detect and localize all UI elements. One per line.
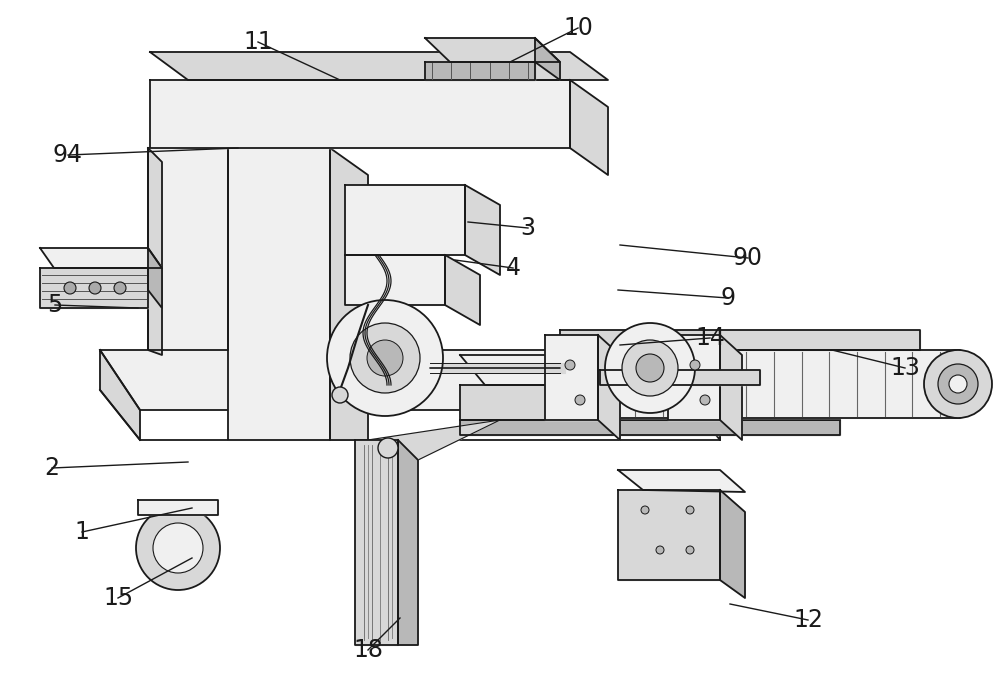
- Polygon shape: [40, 268, 148, 308]
- Text: 18: 18: [353, 638, 383, 662]
- Polygon shape: [545, 335, 598, 420]
- Polygon shape: [618, 470, 745, 492]
- Text: 3: 3: [520, 216, 536, 240]
- Circle shape: [924, 350, 992, 418]
- Polygon shape: [368, 420, 500, 460]
- Text: 94: 94: [53, 143, 83, 167]
- Polygon shape: [445, 255, 480, 325]
- Circle shape: [64, 282, 76, 294]
- Circle shape: [949, 375, 967, 393]
- Text: 90: 90: [733, 246, 763, 270]
- Circle shape: [350, 323, 420, 393]
- Circle shape: [378, 438, 398, 458]
- Circle shape: [605, 323, 695, 413]
- Circle shape: [89, 282, 101, 294]
- Text: 1: 1: [75, 520, 89, 544]
- Text: 14: 14: [695, 326, 725, 350]
- Polygon shape: [680, 350, 720, 440]
- Circle shape: [636, 354, 664, 382]
- Text: 15: 15: [103, 586, 133, 610]
- Polygon shape: [570, 80, 608, 175]
- Polygon shape: [345, 255, 445, 305]
- Text: 5: 5: [47, 293, 63, 317]
- Polygon shape: [148, 248, 162, 308]
- Polygon shape: [560, 350, 960, 418]
- Polygon shape: [330, 148, 368, 440]
- Polygon shape: [618, 490, 720, 580]
- Circle shape: [690, 360, 700, 370]
- Polygon shape: [460, 420, 840, 435]
- Polygon shape: [100, 350, 720, 410]
- Polygon shape: [150, 80, 570, 148]
- Circle shape: [153, 523, 203, 573]
- Polygon shape: [138, 500, 218, 515]
- Circle shape: [332, 387, 348, 403]
- Polygon shape: [425, 62, 535, 80]
- Circle shape: [686, 506, 694, 514]
- Circle shape: [656, 546, 664, 554]
- Polygon shape: [228, 148, 330, 440]
- Circle shape: [622, 340, 678, 396]
- Polygon shape: [668, 335, 720, 420]
- Circle shape: [641, 506, 649, 514]
- Polygon shape: [40, 248, 162, 268]
- Polygon shape: [560, 330, 920, 350]
- Text: 2: 2: [44, 456, 60, 480]
- Circle shape: [700, 395, 710, 405]
- Polygon shape: [600, 370, 760, 385]
- Text: 11: 11: [243, 30, 273, 54]
- Text: 9: 9: [720, 286, 736, 310]
- Text: 10: 10: [563, 16, 593, 40]
- Polygon shape: [465, 185, 500, 275]
- Polygon shape: [720, 335, 742, 440]
- Polygon shape: [460, 385, 840, 420]
- Polygon shape: [425, 38, 560, 62]
- Circle shape: [327, 300, 443, 416]
- Text: 13: 13: [890, 356, 920, 380]
- Polygon shape: [345, 185, 465, 255]
- Circle shape: [136, 506, 220, 590]
- Circle shape: [367, 340, 403, 376]
- Polygon shape: [100, 350, 140, 440]
- Circle shape: [938, 364, 978, 404]
- Text: 4: 4: [506, 256, 520, 280]
- Polygon shape: [598, 335, 620, 440]
- Circle shape: [575, 395, 585, 405]
- Circle shape: [686, 546, 694, 554]
- Polygon shape: [355, 440, 398, 645]
- Circle shape: [565, 360, 575, 370]
- Polygon shape: [148, 148, 228, 350]
- Polygon shape: [148, 148, 162, 355]
- Text: 12: 12: [793, 608, 823, 632]
- Polygon shape: [150, 52, 608, 80]
- Circle shape: [114, 282, 126, 294]
- Polygon shape: [398, 440, 418, 645]
- Polygon shape: [535, 38, 560, 80]
- Polygon shape: [720, 490, 745, 598]
- Polygon shape: [460, 355, 865, 385]
